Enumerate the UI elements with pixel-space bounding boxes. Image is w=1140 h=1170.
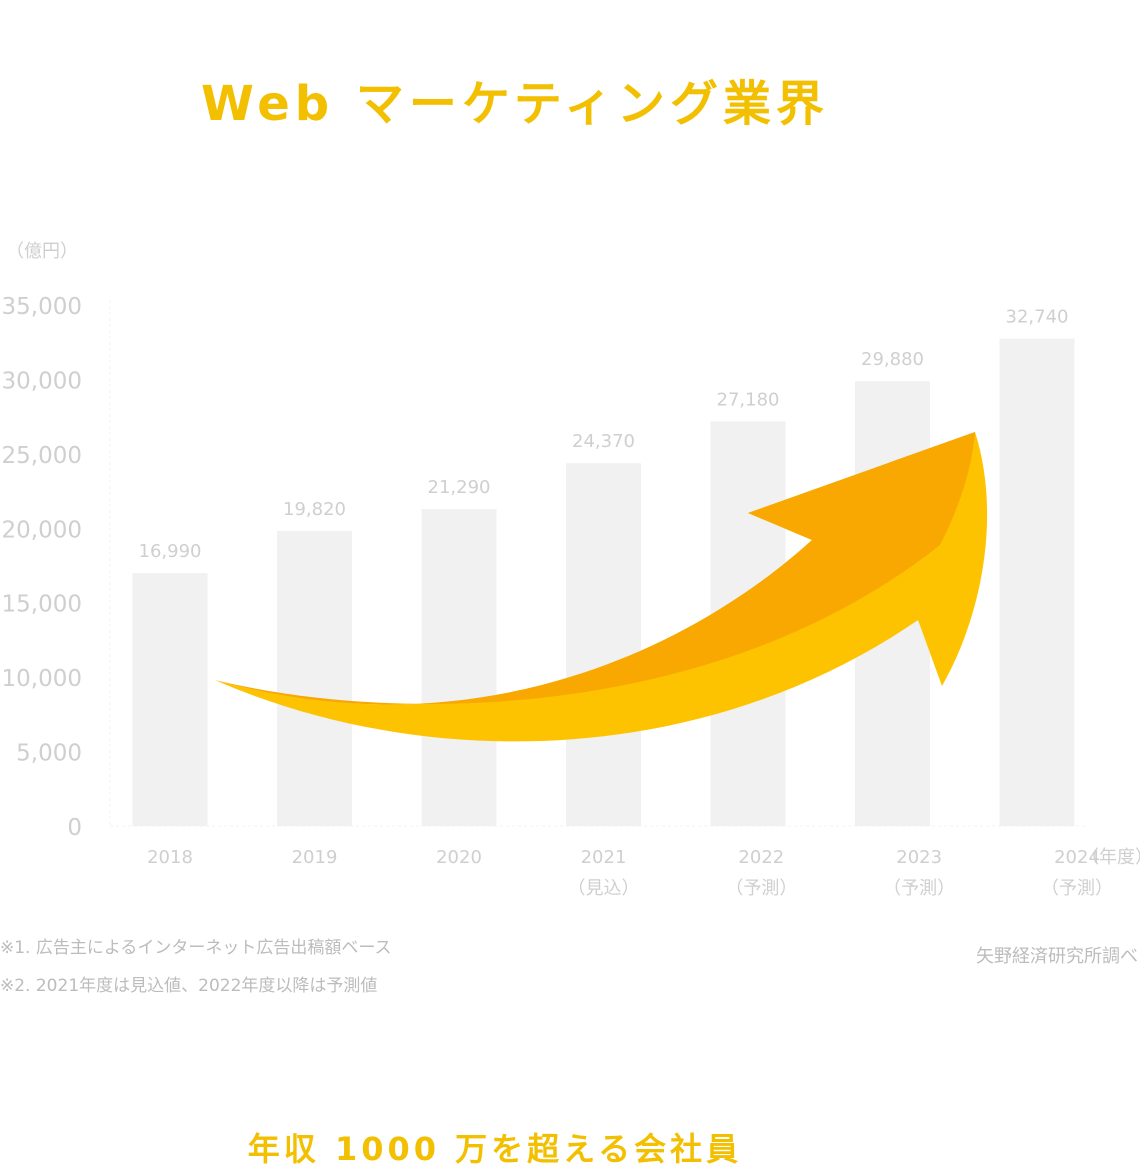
page-title: Web マーケティング業界 <box>200 76 830 132</box>
value-label-2024: 32,740 <box>1006 307 1069 328</box>
upward-trend-arrow-icon <box>215 432 988 742</box>
value-label-2022: 27,180 <box>717 389 780 410</box>
footnote-1: ※1. 広告主によるインターネット広告出稿額ベース <box>0 938 392 958</box>
value-label-2018: 16,990 <box>139 541 202 562</box>
x-tick-label-2023: 2023 <box>896 847 942 868</box>
y-tick-label: 35,000 <box>2 294 82 320</box>
bar-2018 <box>132 573 208 826</box>
x-tick-label-2022: 2022 <box>738 847 784 868</box>
x-tick-note-2023: （予測） <box>883 878 955 899</box>
value-label-2019: 19,820 <box>283 499 346 520</box>
y-tick-label: 25,000 <box>2 443 82 469</box>
section-title: 年収 1000 万を超える会社員 <box>247 1130 743 1168</box>
bar-2021 <box>566 463 641 826</box>
y-tick-label: 30,000 <box>2 368 82 394</box>
bar-2020 <box>421 509 497 826</box>
value-label-2020: 21,290 <box>428 477 491 498</box>
bar-2024 <box>999 338 1075 826</box>
x-axis-ticks: 2018 2019 2020 2021 （見込） 2022 （予測） 2023 （予測） 2024… <box>147 847 1113 899</box>
source-credit: 矢野経済研究所調べ <box>976 946 1138 967</box>
y-axis-ticks: 0 5,000 10,000 15,000 20,000 25,000 30,000 35,0… <box>2 294 82 841</box>
x-tick-label-2021: 2021 <box>581 847 627 868</box>
x-tick-label-2024: 2024 <box>1054 847 1100 868</box>
x-tick-note-2024: （予測） <box>1041 878 1113 899</box>
footnote-2: ※2. 2021年度は見込値、2022年度以降は予測値 <box>0 976 378 996</box>
value-labels: 16,990 19,820 21,290 24,370 27,180 29,880 32,7… <box>139 307 1069 562</box>
bar-chart: （億円） 0 5,000 10,000 15,000 20,000 25,000 30,00… <box>2 241 1140 899</box>
y-tick-label: 0 <box>67 815 82 841</box>
y-tick-label: 10,000 <box>2 666 82 692</box>
x-tick-note-2021: （見込） <box>568 878 640 899</box>
bar-2019 <box>277 530 352 826</box>
x-tick-note-2022: （予測） <box>725 878 797 899</box>
x-tick-label-2019: 2019 <box>292 847 338 868</box>
y-tick-label: 5,000 <box>16 741 82 767</box>
x-tick-label-2020: 2020 <box>436 847 482 868</box>
y-axis-unit-label: （億円） <box>6 241 78 262</box>
y-tick-label: 20,000 <box>2 517 82 543</box>
x-tick-label-2018: 2018 <box>147 847 193 868</box>
value-label-2021: 24,370 <box>572 431 635 452</box>
y-tick-label: 15,000 <box>2 592 82 618</box>
value-label-2023: 29,880 <box>861 349 924 370</box>
x-axis-unit-label: （年度） <box>1081 847 1140 868</box>
